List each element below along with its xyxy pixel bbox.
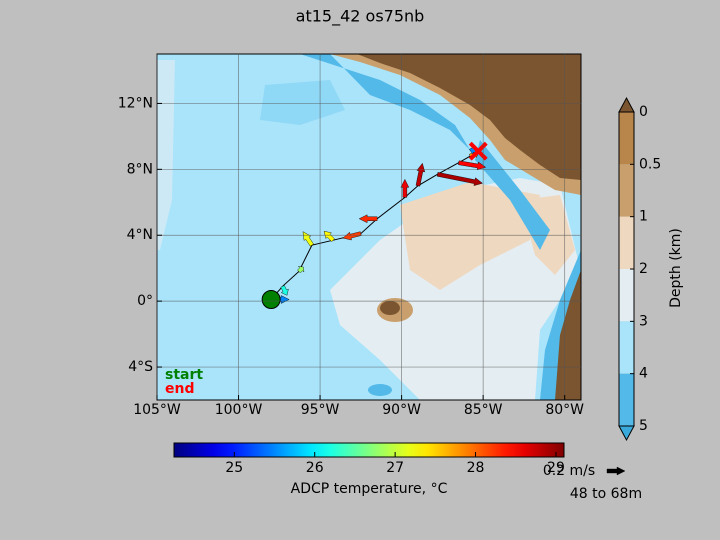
quiver-key-label: 0.2 m/s xyxy=(543,463,595,479)
colorbar-segment xyxy=(619,216,634,269)
end-marker xyxy=(468,141,488,161)
colorbar-segment xyxy=(619,373,634,426)
x-tick-label: 100°W xyxy=(215,402,263,418)
arrow xyxy=(458,160,487,171)
arrow xyxy=(358,214,378,224)
colorbar-tick-label: 5 xyxy=(639,418,648,434)
temp-colorbar-label: ADCP temperature, °C xyxy=(291,481,448,497)
depth-range: 48 to 68m xyxy=(570,486,642,502)
colorbar-tick-label: 27 xyxy=(386,460,404,476)
colorbar-segment xyxy=(619,112,634,165)
colorbar-segment xyxy=(619,321,634,374)
colorbar-extend xyxy=(618,96,635,113)
arrow xyxy=(436,172,483,186)
colorbar-tick-label: 4 xyxy=(639,366,648,382)
y-tick-label: 0° xyxy=(137,293,153,309)
y-tick-label: 4°N xyxy=(127,227,153,243)
x-tick-label: 85°W xyxy=(464,402,503,418)
colorbar-tick-label: 2 xyxy=(639,261,648,277)
colorbar-tick-label: 25 xyxy=(225,460,243,476)
colorbar-tick-label: 0 xyxy=(639,104,648,120)
depth-colorbar-label: Depth (km) xyxy=(668,228,684,308)
arrow xyxy=(280,285,289,296)
temp-colorbar xyxy=(173,442,565,458)
arrow xyxy=(342,231,362,241)
colorbar-tick-label: 28 xyxy=(467,460,485,476)
arrow xyxy=(297,266,305,274)
start-marker xyxy=(261,289,281,309)
chart-title: at15_42 os75nb xyxy=(296,7,425,27)
arrow xyxy=(323,230,335,242)
colorbar-extend xyxy=(618,425,635,442)
y-tick-label: 12°N xyxy=(118,95,153,111)
y-tick-label: 4°S xyxy=(128,359,153,375)
quiver-key xyxy=(606,466,626,476)
colorbar-segment xyxy=(619,269,634,322)
bathymetry xyxy=(157,54,581,400)
x-tick-label: 95°W xyxy=(301,402,340,418)
colorbar-tick-label: 3 xyxy=(639,313,648,329)
x-tick-label: 90°W xyxy=(382,402,421,418)
end-label: end xyxy=(165,381,194,397)
colorbar-segment xyxy=(619,164,634,217)
colorbar-tick-label: 0.5 xyxy=(639,156,661,172)
colorbar-tick-label: 29 xyxy=(547,460,565,476)
start-label: start xyxy=(165,367,203,383)
x-tick-label: 105°W xyxy=(133,402,181,418)
colorbar-tick-label: 1 xyxy=(639,209,648,225)
y-tick-label: 8°N xyxy=(127,161,153,177)
colorbar-tick-label: 26 xyxy=(306,460,324,476)
x-tick-label: 80°W xyxy=(545,402,584,418)
arrow xyxy=(400,178,410,198)
